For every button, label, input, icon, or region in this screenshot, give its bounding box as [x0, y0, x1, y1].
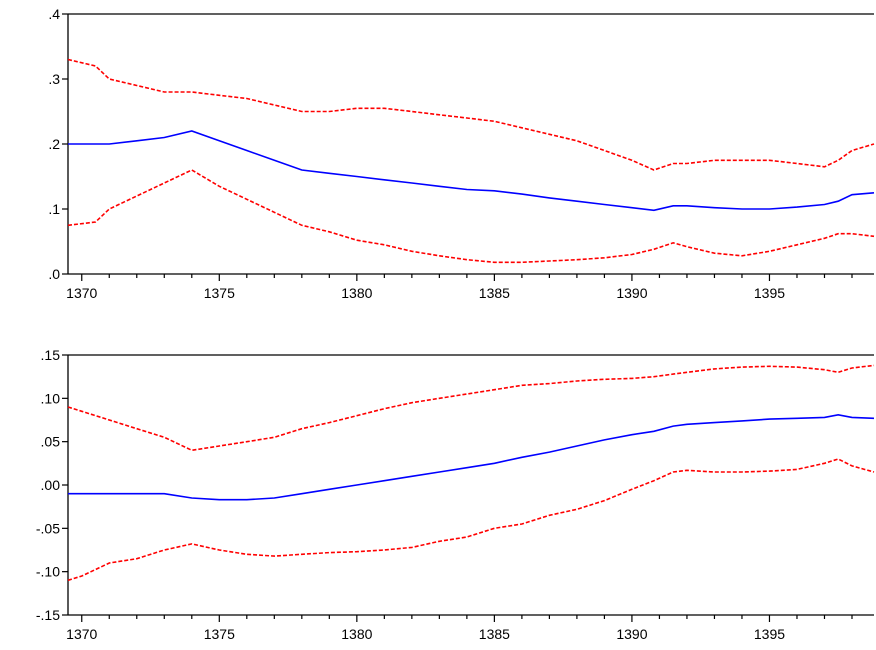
- y-tick-label: .1: [48, 201, 60, 217]
- x-tick-label: 1390: [616, 285, 647, 301]
- x-tick-label: 1395: [754, 626, 785, 642]
- x-tick-label: 1380: [341, 626, 372, 642]
- x-tick-label: 1395: [754, 285, 785, 301]
- y-tick-label: .00: [41, 477, 61, 493]
- bottom-chart-panel: -.15 -.10 -.05 .00 .05 .10 .15 1370 1375 1380 1385…: [0, 325, 876, 650]
- y-tick-label: .10: [41, 390, 61, 406]
- bottom-line-chart: -.15 -.10 -.05 .00 .05 .10 .15 1370 1375 1380 1385…: [36, 347, 875, 642]
- y-tick-label: -.05: [36, 520, 60, 536]
- x-tick-label: 1375: [204, 626, 235, 642]
- x-tick-label: 1380: [341, 285, 372, 301]
- top-chart-panel: .0 .1 .2 .3 .4 1370 1375 1380 1385 1390 1395: [48, 6, 875, 301]
- y-tick-label: .2: [48, 136, 60, 152]
- series-line-lower-band: [67, 169, 875, 264]
- y-tick-label: -.10: [36, 564, 60, 580]
- x-tick-label: 1390: [616, 626, 647, 642]
- series-line-upper-band: [67, 58, 875, 171]
- y-tick-label: .4: [48, 6, 60, 22]
- y-tick-label: -.15: [36, 607, 60, 623]
- x-tick-label: 1370: [66, 285, 97, 301]
- x-tick-label: 1370: [66, 626, 97, 642]
- series-line-estimate: [68, 413, 875, 501]
- x-tick-label: 1385: [479, 626, 510, 642]
- y-tick-label: .0: [48, 266, 60, 282]
- series-line-lower-band: [67, 458, 875, 582]
- x-tick-label: 1375: [204, 285, 235, 301]
- x-tick-label: 1385: [479, 285, 510, 301]
- series-line-upper-band: [67, 364, 875, 452]
- y-tick-label: .3: [48, 71, 60, 87]
- y-tick-label: .15: [41, 347, 61, 363]
- y-tick-label: .05: [41, 434, 61, 450]
- series-line-estimate: [68, 130, 875, 212]
- top-line-chart: .0 .1 .2 .3 .4 1370 1375 1380 1385 1390 1395: [48, 6, 875, 301]
